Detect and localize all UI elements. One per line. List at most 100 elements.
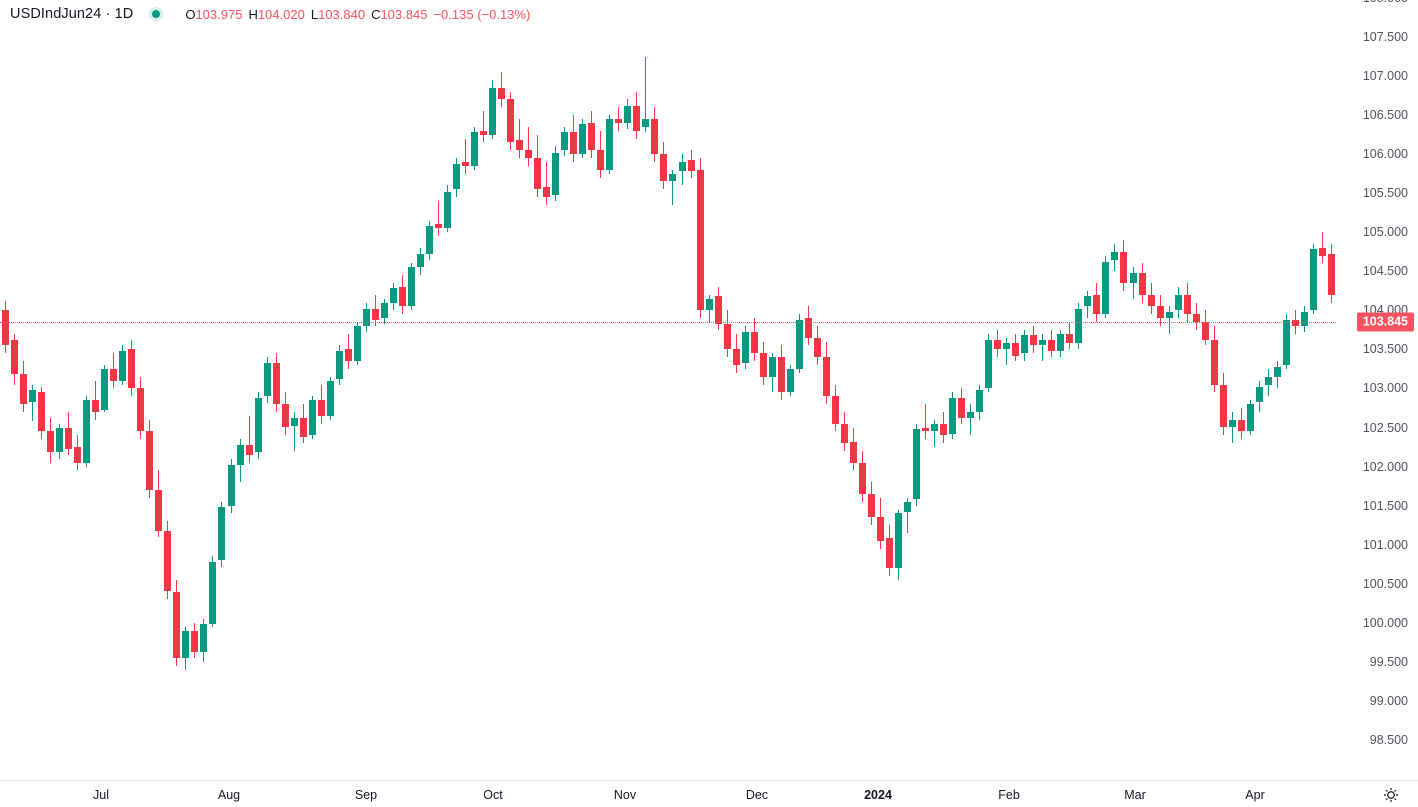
candlestick [20, 0, 28, 780]
candlestick [840, 0, 848, 780]
candle-body [714, 296, 722, 325]
candle-body [83, 400, 91, 463]
time-tick: Aug [217, 788, 241, 802]
candle-body [416, 254, 424, 268]
time-tick: 2024 [864, 788, 892, 802]
candlestick [1012, 0, 1020, 780]
candle-body [389, 288, 397, 303]
price-axis[interactable]: 108.000 107.500 107.000 106.500 106.000 105.5… [1336, 0, 1418, 780]
candlestick [849, 0, 857, 780]
candlestick [534, 0, 542, 780]
candle-body [994, 340, 1002, 350]
price-tick: 102.500 [1362, 420, 1408, 435]
price-tick: 105.500 [1362, 186, 1408, 201]
price-tick: 104.500 [1362, 264, 1408, 279]
candlestick [380, 0, 388, 780]
candle-body [687, 160, 695, 172]
candle-body [1156, 306, 1164, 319]
candle-body [931, 423, 939, 432]
price-tick: 102.000 [1362, 459, 1408, 474]
gear-icon[interactable] [1382, 786, 1400, 804]
candlestick [83, 0, 91, 780]
candlestick [633, 0, 641, 780]
candle-wick [1006, 337, 1008, 365]
candle-body [660, 154, 668, 182]
candle-body [967, 411, 975, 419]
candlestick [994, 0, 1002, 780]
candlestick [642, 0, 650, 780]
candle-body [146, 431, 154, 490]
candle-body [155, 489, 163, 531]
candlestick [624, 0, 632, 780]
candle-body [11, 340, 19, 375]
candlestick [1021, 0, 1029, 780]
time-axis[interactable]: Jul Aug Sep Oct Nov Dec 2024 Feb Mar Apr [0, 780, 1418, 807]
candlestick [588, 0, 596, 780]
candle-body [570, 132, 578, 155]
candlestick [660, 0, 668, 780]
candle-wick [1042, 333, 1044, 362]
candle-body [940, 423, 948, 436]
candle-body [218, 507, 226, 561]
candlestick [561, 0, 569, 780]
candlestick [65, 0, 73, 780]
candlestick [1102, 0, 1110, 780]
candlestick [931, 0, 939, 780]
candlestick [38, 0, 46, 780]
candlestick [182, 0, 190, 780]
candle-body [281, 404, 289, 428]
candle-body [254, 397, 262, 453]
candle-wick [1132, 267, 1134, 299]
candle-body [642, 119, 650, 127]
candle-body [326, 380, 334, 416]
candlestick [1246, 0, 1254, 780]
candlestick [335, 0, 343, 780]
candle-body [1183, 294, 1191, 315]
candle-body [534, 158, 542, 190]
candle-body [1021, 335, 1029, 354]
candle-body [588, 122, 596, 151]
candlestick [976, 0, 984, 780]
time-tick: Nov [613, 788, 637, 802]
candle-body [1075, 308, 1083, 344]
candlestick [2, 0, 9, 780]
candle-wick [483, 111, 485, 143]
candle-body [56, 427, 64, 453]
candle-body [985, 340, 993, 389]
candle-body [308, 400, 316, 436]
candlestick [1309, 0, 1317, 780]
candlestick [1219, 0, 1227, 780]
candlestick [651, 0, 659, 780]
candle-body [1309, 249, 1317, 311]
candle-body [191, 630, 199, 653]
candle-body [561, 132, 569, 151]
candlestick [11, 0, 19, 780]
candlestick [29, 0, 37, 780]
candle-body [750, 332, 758, 354]
candlestick-plot-area[interactable] [0, 0, 1336, 780]
candlestick [443, 0, 451, 780]
candle-body [1012, 343, 1020, 356]
symbol-title[interactable]: USDIndJun24 · 1D [10, 6, 134, 22]
change-value: −0.135 (−0.13%) [433, 6, 531, 22]
candlestick [56, 0, 64, 780]
candle-body [1255, 386, 1263, 403]
candlestick [1282, 0, 1290, 780]
candle-body [922, 427, 930, 432]
candle-wick [1168, 306, 1170, 334]
candle-body [894, 513, 902, 569]
candlestick [913, 0, 921, 780]
candle-body [615, 119, 623, 123]
candle-wick [465, 138, 467, 174]
candlestick [714, 0, 722, 780]
candlestick [389, 0, 397, 780]
candle-body [777, 357, 785, 393]
candle-body [732, 349, 740, 365]
candle-wick [519, 119, 521, 159]
candle-body [344, 349, 352, 362]
candlestick [786, 0, 794, 780]
candle-body [434, 224, 442, 229]
candle-wick [645, 56, 647, 133]
candlestick [1066, 0, 1074, 780]
candlestick [1183, 0, 1191, 780]
